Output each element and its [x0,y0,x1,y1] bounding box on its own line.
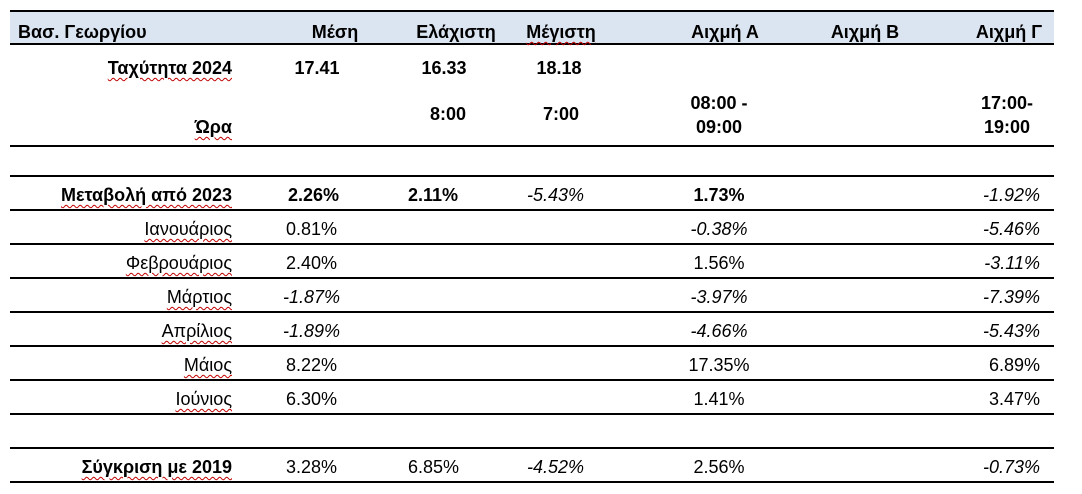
month-peak-g: 3.47% [988,389,1040,409]
month-mean: -1.87% [283,287,341,307]
month-peak-g: -5.43% [982,321,1040,341]
month-mean: 8.22% [286,355,338,375]
change-peak-a: 1.73% [693,185,745,205]
time-peak-g-line1: 17:00- [980,93,1034,113]
month-border [10,243,1054,245]
change-top-border [10,175,1054,177]
speed-mean: 17.41 [294,58,340,78]
month-border [10,277,1054,279]
month-mean: 6.30% [286,389,338,409]
change-peak-g: -1.92% [982,185,1040,205]
compare-mean: 3.28% [286,457,338,477]
header-top-border [10,10,1054,12]
month-label: Φεβρουάριος [125,253,232,273]
header-row-background [10,10,1054,44]
change-bottom-border [10,209,1054,211]
compare-max: -4.52% [527,457,585,477]
time-row-border [10,145,1054,147]
time-min: 8:00 [429,104,467,124]
month-peak-g: -5.46% [982,219,1040,239]
header-max: Μέγιστη [526,22,596,42]
header-label: Βασ. Γεωργίου [18,22,147,42]
month-peak-g: -3.11% [984,253,1040,273]
month-border [10,413,1054,415]
time-peak-g-line2: 19:00 [983,117,1031,137]
month-peak-g: 6.89% [988,355,1040,375]
header-mean: Μέση [311,22,359,42]
header-min: Ελάχιστη [416,22,496,42]
change-label: Μεταβολή από 2023 [60,185,232,205]
month-border [10,311,1054,313]
speed-label: Ταχύτητα 2024 [107,58,232,78]
month-label: Μάιος [183,355,232,375]
header-peak-b: Αιχμή Β [830,22,900,42]
compare-top-border [10,447,1054,449]
month-mean: 2.40% [286,253,338,273]
month-border [10,345,1054,347]
compare-bottom-border [10,481,1054,483]
month-peak-a: 17.35% [688,355,750,375]
month-peak-g: -7.39% [982,287,1040,307]
compare-peak-g: -0.73% [982,457,1040,477]
time-max: 7:00 [542,104,580,124]
header-peak-a: Αιχμή Α [691,22,759,42]
time-peak-a-line1: 08:00 - [690,93,748,113]
month-peak-a: -0.38% [690,219,748,239]
month-mean: -1.89% [283,321,341,341]
month-peak-a: 1.41% [693,389,745,409]
speed-min: 16.33 [421,58,467,78]
header-peak-g: Αιχμή Γ [975,22,1043,42]
month-mean: 0.81% [286,219,338,239]
month-label: Ιούνιος [175,389,232,409]
month-peak-a: -4.66% [690,321,748,341]
change-max: -5.43% [527,185,585,205]
month-label: Απρίλιος [161,321,232,341]
compare-label: Σύγκριση με 2019 [81,457,232,477]
change-min: 2.11% [408,185,459,205]
change-mean: 2.26% [288,185,340,205]
month-peak-a: -3.97% [690,287,748,307]
compare-min: 6.85% [408,457,460,477]
time-peak-a-line2: 09:00 [695,117,743,137]
month-label: Μάρτιος [166,287,232,307]
time-label: Ώρα [194,117,232,137]
speed-max: 18.18 [536,58,582,78]
compare-peak-a: 2.56% [693,457,745,477]
header-bottom-border [10,43,1054,45]
month-border [10,379,1054,381]
month-label: Ιανουάριος [144,219,232,239]
month-peak-a: 1.56% [693,253,745,273]
